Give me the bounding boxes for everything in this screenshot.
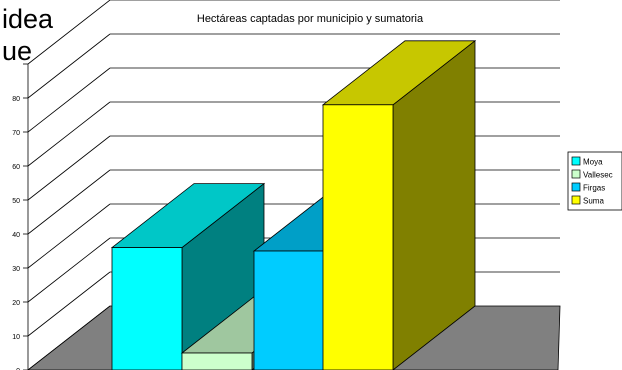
bar-front	[322, 104, 394, 370]
legend: Moya Vallesec Firgas Suma	[567, 151, 622, 211]
bar-front	[181, 352, 253, 370]
legend-label-vallesec: Vallesec	[583, 171, 613, 180]
legend-swatch-vallesec	[571, 169, 581, 179]
gridline-diagonal	[27, 169, 111, 235]
legend-swatch-moya	[571, 156, 581, 166]
gridline-diagonal	[27, 101, 111, 167]
legend-label-firgas: Firgas	[583, 184, 605, 193]
gridline-diagonal	[27, 33, 111, 99]
y-tick-label: 20	[12, 300, 20, 307]
legend-label-moya: Moya	[583, 158, 603, 167]
y-tick-label: 70	[12, 130, 20, 137]
legend-label-suma: Suma	[583, 197, 604, 206]
chart-title: Hectáreas captadas por municipio y sumat…	[197, 13, 424, 25]
y-tick-label: 80	[12, 96, 20, 103]
background-text-line-2: ue	[2, 36, 33, 66]
bar-suma	[321, 39, 477, 370]
gridline-diagonal	[27, 135, 111, 201]
y-tick-label: 30	[12, 266, 20, 273]
background-text-line-1: idea	[2, 4, 54, 34]
bar-front	[111, 247, 183, 370]
gridline-diagonal	[27, 271, 111, 337]
legend-swatch-firgas	[571, 182, 581, 192]
bar-front	[253, 250, 325, 370]
y-tick-labels: 0 10 20 30 40 50 60 70 80	[12, 96, 20, 370]
gridline-diagonal	[27, 203, 111, 269]
y-tick-label: 0	[16, 368, 20, 370]
y-tick-label: 40	[12, 232, 20, 239]
y-tick-label: 50	[12, 198, 20, 205]
gridline-diagonal	[27, 0, 111, 65]
legend-swatch-suma	[571, 195, 581, 205]
y-tick-label: 10	[12, 334, 20, 341]
bars	[110, 39, 477, 370]
y-tick-label: 60	[12, 164, 20, 171]
gridline-diagonal	[27, 237, 111, 303]
gridline-diagonal	[27, 67, 111, 133]
